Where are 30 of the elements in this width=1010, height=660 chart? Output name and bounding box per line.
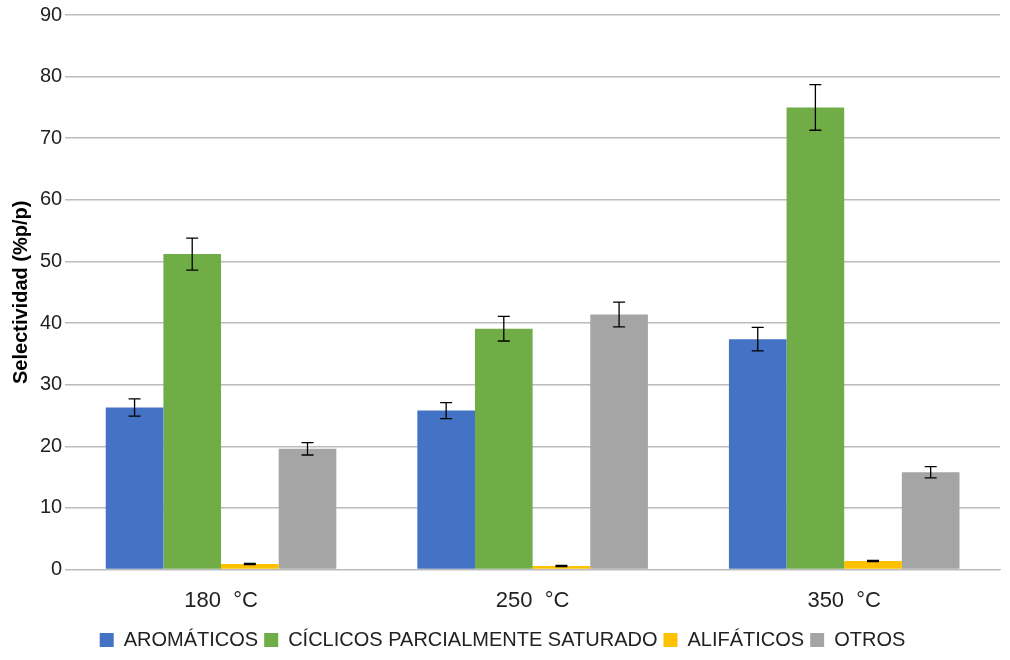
y-tick-label: 20 bbox=[40, 433, 63, 456]
y-tick-label: 70 bbox=[40, 125, 63, 148]
y-tick-label: 0 bbox=[51, 557, 63, 580]
x-tick-label: 350 °C bbox=[807, 586, 882, 612]
y-tick-label: 60 bbox=[40, 187, 63, 210]
y-tick-label: 40 bbox=[40, 310, 63, 333]
bar bbox=[474, 328, 533, 569]
x-tick-label: 180 °C bbox=[184, 586, 258, 612]
x-tick-label: 250 °C bbox=[495, 586, 570, 612]
y-tick-label: 50 bbox=[40, 249, 63, 271]
bar bbox=[786, 107, 845, 569]
y-tick-label: 30 bbox=[40, 372, 63, 395]
bar bbox=[417, 410, 475, 569]
bar bbox=[901, 472, 960, 569]
y-tick-label: 10 bbox=[40, 495, 63, 518]
legend-label: AROMÁTICOS bbox=[123, 627, 259, 650]
bar bbox=[278, 448, 337, 569]
y-tick-label: 90 bbox=[40, 2, 63, 25]
bar bbox=[590, 314, 648, 569]
legend-label: CÍCLICOS PARCIALMENTE SATURADO bbox=[288, 627, 658, 650]
bar bbox=[532, 565, 591, 569]
y-axis-title: Selectividad (%p/p) bbox=[8, 200, 31, 384]
bar bbox=[844, 560, 902, 569]
legend-label: OTROS bbox=[834, 627, 906, 650]
bar bbox=[163, 254, 222, 569]
bar bbox=[221, 564, 279, 569]
y-tick-label: 80 bbox=[40, 64, 63, 87]
legend-label: ALIFÁTICOS bbox=[687, 627, 805, 650]
bar bbox=[728, 339, 787, 569]
bar bbox=[105, 407, 164, 569]
